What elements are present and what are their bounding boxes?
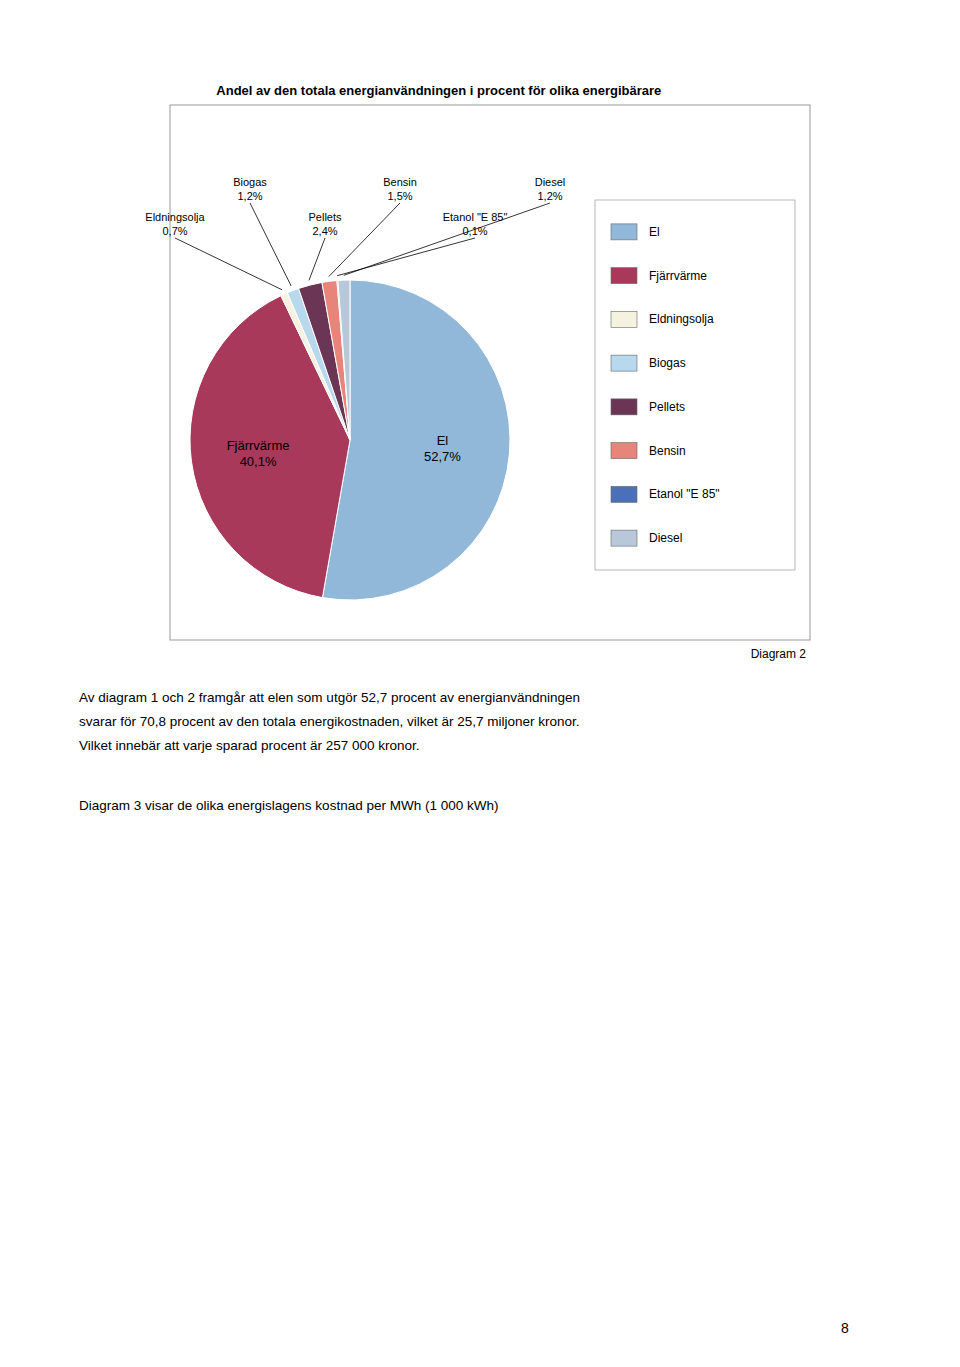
legend-label: Fjärrvärme <box>649 269 707 283</box>
slice-label-value: 1,2% <box>237 190 262 202</box>
slice-label-name: Fjärrvärme <box>227 438 290 453</box>
slice-label-name: Biogas <box>233 176 267 188</box>
body-text: Av diagram 1 och 2 framgår att elen som … <box>79 690 580 705</box>
slice-label-value: 1,2% <box>537 190 562 202</box>
chart-title: Andel av den totala energianvändningen i… <box>216 83 661 98</box>
legend-label: Eldningsolja <box>649 312 714 326</box>
legend-swatch <box>611 355 637 371</box>
slice-label-value: 52,7% <box>424 449 461 464</box>
slice-label-name: El <box>437 433 449 448</box>
legend-label: Pellets <box>649 400 685 414</box>
slice-label-value: 0,7% <box>162 225 187 237</box>
chart-frame <box>170 105 810 640</box>
legend-label: Biogas <box>649 356 686 370</box>
slice-label-value: 2,4% <box>312 225 337 237</box>
slice-label-value: 40,1% <box>240 454 277 469</box>
data-labels: El52,7% Fjärrvärme40,1% Eldningsolja 0,7% Bi… <box>145 176 565 469</box>
background <box>0 0 960 1367</box>
legend-swatch <box>611 399 637 415</box>
leader-line <box>175 238 282 290</box>
legend-label: El <box>649 225 660 239</box>
legend-label: Diesel <box>649 531 682 545</box>
pie-slice <box>322 280 510 600</box>
slice-label-name: Diesel <box>535 176 566 188</box>
slice-label-name: Pellets <box>308 211 342 223</box>
leader-line <box>309 238 325 280</box>
legend-swatch <box>611 486 637 502</box>
leader-line <box>329 203 400 277</box>
caption: Diagram 2 <box>751 647 807 661</box>
page: Andel av den totala energianvändningen i… <box>0 0 960 1367</box>
legend-swatch <box>611 443 637 459</box>
pie-slice <box>338 280 350 440</box>
body-text: Diagram 3 visar de olika energislagens k… <box>79 798 498 813</box>
slice-label-value: 1,5% <box>387 190 412 202</box>
leader-line <box>344 203 550 275</box>
legend-label: Bensin <box>649 444 686 458</box>
page-number: 8 <box>841 1320 849 1336</box>
legend-swatch <box>611 311 637 327</box>
leader-line <box>250 203 291 286</box>
pie-slice <box>322 281 350 440</box>
slice-label-value: 0,1% <box>462 225 487 237</box>
body-text: svarar för 70,8 procent av den totala en… <box>79 714 580 729</box>
legend: El Fjärrvärme Eldningsolja Biogas Pellets Ben… <box>595 200 795 570</box>
legend-label: Etanol "E 85" <box>649 487 720 501</box>
body-text: Vilket innebär att varje sparad procent … <box>79 738 419 753</box>
legend-swatch <box>611 268 637 284</box>
legend-swatch <box>611 224 637 240</box>
slice-label-name: Bensin <box>383 176 417 188</box>
slices <box>190 280 510 600</box>
legend-swatch <box>611 530 637 546</box>
legend-frame <box>595 200 795 570</box>
slice-label-name: Eldningsolja <box>145 211 205 223</box>
pie-slice <box>337 280 350 440</box>
